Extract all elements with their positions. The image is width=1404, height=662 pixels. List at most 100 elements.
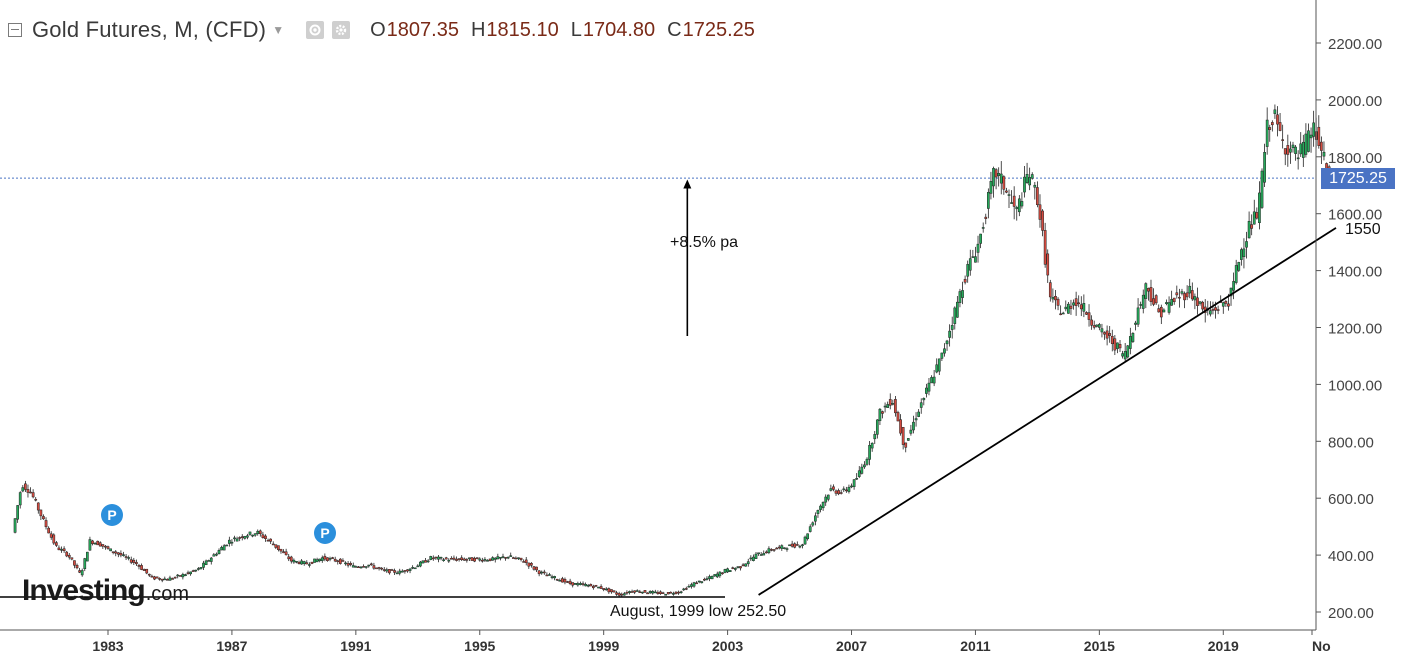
candle-body (958, 291, 962, 303)
candle-body (277, 545, 280, 550)
candle-body (1185, 292, 1189, 298)
candle-body (395, 572, 399, 575)
eye-icon[interactable] (306, 21, 325, 39)
candle-body (65, 551, 69, 557)
candle-body (1121, 353, 1124, 357)
candle-body (178, 575, 182, 577)
marker-p-1983[interactable]: P (101, 504, 123, 526)
candle-body (1273, 109, 1277, 114)
chart-header: Gold Futures, M, (CFD) ▼ O1807.35 H1815.… (0, 0, 1316, 60)
candle-body (111, 551, 115, 553)
candle-body (375, 567, 378, 570)
candle-body (850, 485, 853, 488)
candle-body (1154, 295, 1158, 304)
candle-body (1098, 324, 1101, 328)
candle-body (1105, 330, 1109, 339)
candle-body (153, 576, 156, 580)
candle-body (733, 567, 737, 570)
candle-body (555, 578, 559, 581)
candle-body (204, 560, 208, 566)
candle-body (1221, 302, 1225, 307)
candle-body (772, 549, 776, 551)
candle-body (331, 557, 334, 559)
symbol-title[interactable]: Gold Futures, M, (CFD) (32, 17, 267, 42)
candle-body (310, 561, 314, 564)
candle-body (764, 551, 768, 554)
candle-body (253, 533, 257, 536)
candle-body (55, 542, 58, 546)
candle-body (682, 588, 686, 591)
gear-icon[interactable] (332, 21, 351, 39)
candle-body (328, 558, 332, 560)
chevron-down-icon[interactable]: ▼ (272, 23, 285, 37)
candle-body (548, 574, 551, 576)
candle-body (42, 516, 45, 520)
candle-body (101, 544, 105, 547)
candle-body (785, 548, 789, 550)
candle-body (994, 169, 998, 178)
candle-body (390, 569, 394, 571)
candle-body (186, 572, 190, 574)
candle-body (233, 537, 236, 540)
candle-body (163, 578, 167, 581)
candle-body (700, 581, 704, 584)
candle-body (935, 364, 939, 373)
candle-body (845, 489, 848, 492)
candle-body (199, 567, 203, 570)
time-tick-label: 1995 (464, 638, 495, 654)
candle-body (597, 586, 600, 589)
collapse-toggle[interactable] (8, 23, 22, 37)
candle-body (881, 411, 884, 414)
candle-body (677, 591, 680, 594)
candle-body (906, 438, 910, 441)
candle-body (615, 592, 618, 595)
candle-body (692, 582, 696, 587)
candle-body (687, 586, 691, 588)
candle-body (573, 583, 577, 585)
candle-body (119, 553, 123, 556)
candle-body (385, 569, 389, 572)
candle-body (421, 560, 425, 564)
time-tick-label: 2003 (712, 638, 743, 654)
candle-body (305, 562, 309, 565)
candle-body (674, 591, 678, 594)
candle-body (398, 570, 402, 574)
candle-body (579, 583, 582, 585)
candle-body (1252, 211, 1256, 225)
candle-body (1028, 177, 1032, 186)
candle-body (1149, 287, 1153, 302)
candle-body (96, 540, 100, 546)
candle-body (1007, 194, 1011, 196)
candle-body (824, 496, 828, 503)
candle-body (718, 571, 722, 577)
candle-body (966, 264, 970, 277)
candle-body (439, 556, 443, 559)
candle-body (431, 557, 435, 560)
candle-body (1276, 114, 1279, 125)
marker-p-1990[interactable]: P (314, 522, 336, 544)
candle-body (612, 590, 616, 593)
candle-body (364, 566, 368, 568)
candle-body (963, 278, 967, 283)
candle-body (269, 538, 272, 542)
candle-body (197, 568, 200, 570)
candle-body (1113, 338, 1117, 351)
candle-body (1090, 319, 1093, 326)
candle-body (566, 581, 569, 583)
candle-body (728, 570, 732, 572)
candle-body (863, 464, 866, 468)
candle-body (1061, 312, 1065, 315)
candle-body (470, 557, 474, 561)
price-tick-label: 1600.00 (1328, 207, 1382, 224)
candle-body (705, 578, 709, 580)
candle-body (225, 544, 229, 547)
candle-body (220, 547, 223, 551)
candle-body (527, 562, 531, 567)
candle-body (754, 553, 758, 559)
price-tick-label: 800.00 (1328, 434, 1374, 451)
candle-body (16, 505, 19, 520)
candle-body (483, 558, 487, 561)
candle-body (594, 584, 598, 587)
candle-body (300, 560, 303, 565)
